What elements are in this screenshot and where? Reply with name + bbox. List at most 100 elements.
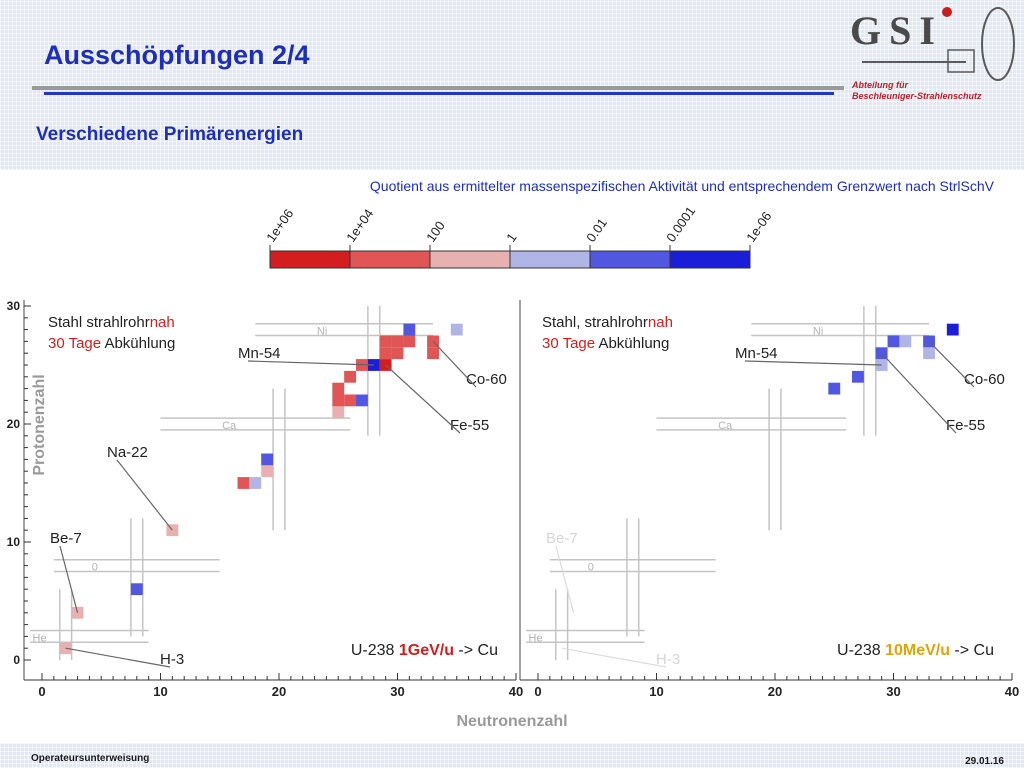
x-tick-label: 20 — [272, 684, 286, 699]
colorbar-segment — [429, 250, 511, 269]
nuclide-cell — [391, 347, 404, 360]
nuclide-cell — [887, 335, 900, 348]
nuclide-cell — [379, 347, 392, 360]
y-tick-label: 10 — [7, 535, 21, 549]
nuclide-cell — [427, 347, 439, 360]
annotation-leader — [881, 352, 957, 434]
nuclide-annotation: Be-7 — [546, 530, 578, 547]
x-tick-label: 30 — [886, 684, 900, 699]
nuclide-annotation: Mn-54 — [238, 345, 281, 362]
annotation-leader — [385, 364, 461, 434]
annotation-leader — [561, 647, 667, 668]
colorbar-segment — [269, 250, 351, 269]
panel-label-segment: Abkühlung — [101, 335, 175, 352]
nuclide-annotation: H-3 — [160, 651, 184, 668]
x-tick-label: 40 — [509, 684, 523, 699]
y-tick-label: 0 — [13, 653, 20, 667]
x-tick-label: 20 — [768, 684, 782, 699]
y-tick-label: 20 — [7, 417, 21, 431]
department-line-2: Beschleuniger-Strahlenschutz — [852, 91, 982, 101]
magic-lines — [526, 306, 930, 660]
beam-description: U-238 1GeV/u -> Cu — [351, 642, 498, 659]
nuclide-chart-figure: Quotient aus ermittelter massenspezifisc… — [7, 178, 1020, 730]
logo-dot — [942, 7, 952, 17]
nuclide-cell — [403, 323, 416, 336]
x-tick-label: 0 — [38, 684, 45, 699]
nuclide-cell — [852, 370, 864, 383]
y-tick-label: 30 — [7, 299, 21, 313]
beam-description: U-238 10MeV/u -> Cu — [837, 642, 994, 659]
nuclide-annotation: Co-60 — [466, 371, 507, 388]
logo-ring — [981, 7, 1015, 81]
colorbar-title: Quotient aus ermittelter massenspezifisc… — [370, 178, 995, 194]
annotation-leader — [116, 459, 173, 531]
beam-description-segment: U-238 — [351, 642, 399, 659]
chart-panel-2: 0 10 20 30 40 He 0 Ca Ni Stahl, strahlrohrnah 30 T… — [519, 300, 1019, 699]
nuclide-annotation: Mn-54 — [735, 345, 778, 362]
beam-description-segment: 1GeV/u — [399, 642, 454, 659]
nuclide-cell — [391, 335, 404, 348]
colorbar-tick-label: 0.01 — [583, 215, 610, 244]
nuclide-cell — [332, 394, 345, 407]
nuclide-cell — [367, 359, 380, 371]
nuclide-cell — [261, 465, 274, 478]
gsi-logo-text: GSI — [850, 8, 943, 53]
beam-description-segment: 10MeV/u — [885, 642, 950, 659]
nuclide-annotation: Fe-55 — [450, 417, 489, 434]
x-tick-label: 10 — [153, 684, 167, 699]
nuclide-cell — [237, 477, 250, 489]
x-tick-label: 0 — [534, 684, 541, 699]
panel-label-segment: nah — [150, 314, 175, 331]
chart-panel-1: 0 10 20 30 40 He 0 Ca Ni Stahl strahlrohrnah 30 Ta… — [23, 300, 523, 699]
nuclide-annotation: Fe-55 — [946, 417, 985, 434]
panel-label-line: 30 Tage Abkühlung — [48, 335, 175, 352]
nuclide-cell — [875, 347, 888, 360]
footer-background — [0, 743, 1024, 768]
title-underline-blue — [44, 92, 834, 95]
colorbar-tick-label: 1e+06 — [263, 206, 296, 245]
colorbar-segment — [349, 250, 431, 269]
annotation-leader — [247, 360, 374, 366]
magic-label: Ca — [718, 420, 733, 432]
x-tick-label: 10 — [649, 684, 663, 699]
page-subtitle: Verschiedene Primärenergien — [36, 124, 304, 145]
nuclide-annotation: Be-7 — [50, 530, 82, 547]
panel-label-segment: 30 Tage — [48, 335, 101, 352]
magic-label: Ni — [813, 326, 823, 338]
nuclide-cell — [332, 406, 345, 419]
panel-label-segment: Abkühlung — [595, 335, 669, 352]
beam-description-segment: -> Cu — [454, 642, 498, 659]
magic-label: 0 — [588, 562, 594, 574]
nuclide-cell — [379, 335, 392, 348]
annotation-leader — [555, 545, 575, 613]
colorbar-tick-label: 100 — [423, 218, 448, 244]
nuclide-cell — [130, 583, 143, 596]
nuclide-cell — [828, 382, 841, 395]
colorbar-segment — [669, 250, 751, 269]
x-tick-label: 30 — [390, 684, 404, 699]
panel-label-segment: Stahl strahlrohr — [48, 314, 150, 331]
annotation-leader — [59, 545, 79, 613]
beam-description-segment: U-238 — [837, 642, 885, 659]
colorbar-segment — [509, 250, 591, 269]
nuclide-cell — [344, 370, 357, 383]
footer-date: 29.01.16 — [965, 756, 1004, 767]
colorbar-tick-label: 1 — [503, 230, 519, 245]
panel-label-line: Stahl strahlrohrnah — [48, 314, 175, 331]
department-name: Abteilung für Beschleuniger-Strahlenschu… — [852, 80, 1024, 102]
nuclide-cell — [450, 323, 463, 336]
nuclide-cell — [332, 382, 345, 395]
annotation-leader — [432, 340, 477, 388]
magic-lines — [30, 306, 434, 660]
department-line-1: Abteilung für — [852, 80, 908, 90]
nuclide-cell — [261, 453, 274, 466]
y-axis-label: Protonenzahl — [31, 374, 48, 475]
colorbar-segment — [589, 250, 671, 269]
annotation-leader — [928, 340, 975, 388]
x-tick-label: 40 — [1005, 684, 1019, 699]
nuclide-cell — [923, 347, 935, 360]
magic-label: Ca — [222, 420, 237, 432]
annotation-leader — [65, 647, 171, 668]
gsi-logo: GSI — [850, 7, 1015, 81]
title-underline-gray — [32, 86, 844, 90]
